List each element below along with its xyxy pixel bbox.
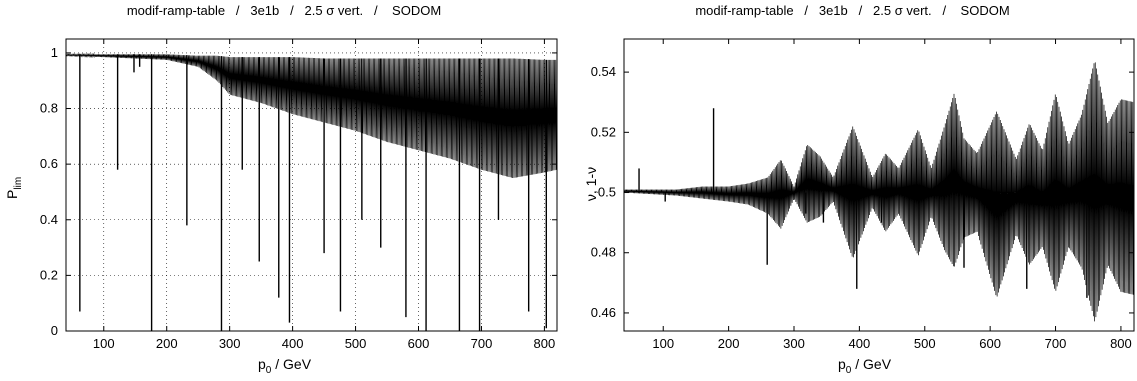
right-ytick-label-0: 0.46 — [591, 305, 616, 320]
left-xtick-label-3: 400 — [282, 336, 304, 351]
chart-panel-plim: modif-ramp-table / 3e1b / 2.5 σ vert. / … — [0, 0, 568, 381]
x-axis-label-left-main: p — [258, 356, 266, 372]
x-axis-label-right-sub: 0 — [845, 364, 852, 376]
x-axis-label-right-main: p — [838, 356, 846, 372]
left-xtick-label-1: 200 — [156, 336, 178, 351]
left-ytick-label-4: 0.8 — [40, 101, 58, 116]
y-axis-label-left: Plim — [4, 168, 24, 208]
right-ytick-label-3: 0.52 — [591, 124, 616, 139]
right-frame — [623, 38, 1135, 332]
chart-panel-tune: modif-ramp-table / 3e1b / 2.5 σ vert. / … — [568, 0, 1137, 381]
y-axis-label-left-main: P — [4, 189, 21, 199]
chart-title-right: modif-ramp-table / 3e1b / 2.5 σ vert. / … — [695, 3, 1010, 18]
plot-tune: 100 200 300 400 500 600 700 800 0.46 0.48 0.5 0.52 0… — [591, 38, 1135, 351]
right-xtick-label-6: 700 — [1045, 336, 1067, 351]
left-xtick-label-6: 700 — [471, 336, 493, 351]
plot-plim: 100 200 300 400 500 600 700 800 0 0.2 0.4 0.6 0.8 1 — [40, 38, 558, 351]
y-axis-label-right-main: ν, 1-ν — [583, 166, 599, 202]
x-axis-label-right: p0 / GeV — [838, 356, 891, 376]
right-xtick-label-1: 200 — [718, 336, 740, 351]
right-xtick-label-2: 300 — [783, 336, 805, 351]
right-xtick-label-5: 600 — [979, 336, 1001, 351]
x-axis-label-left: p0 / GeV — [258, 356, 311, 376]
right-ytick-label-4: 0.54 — [591, 64, 616, 79]
left-ytick-label-0: 0 — [51, 323, 58, 338]
left-xtick-label-2: 300 — [219, 336, 241, 351]
left-ytick-label-1: 0.2 — [40, 267, 58, 282]
left-ytick-label-5: 1 — [51, 45, 58, 60]
left-xtick-label-0: 100 — [93, 336, 115, 351]
x-axis-label-right-rest: / GeV — [851, 356, 892, 372]
right-xtick-label-0: 100 — [652, 336, 674, 351]
right-series-line — [623, 62, 1135, 322]
right-xtick-label-3: 400 — [849, 336, 871, 351]
left-frame — [65, 38, 558, 332]
x-axis-label-left-sub: 0 — [265, 364, 272, 376]
y-axis-label-right: ν, 1-ν — [583, 159, 599, 209]
right-ytick-label-2: 0.5 — [598, 185, 616, 200]
x-axis-label-left-rest: / GeV — [271, 356, 312, 372]
left-series-line — [65, 52, 558, 178]
right-ytick-label-1: 0.48 — [591, 245, 616, 260]
y-axis-label-left-sub: lim — [12, 176, 24, 190]
left-xtick-label-7: 800 — [534, 336, 556, 351]
chart-title-left: modif-ramp-table / 3e1b / 2.5 σ vert. / … — [126, 3, 442, 18]
left-xtick-label-4: 500 — [345, 336, 367, 351]
left-ytick-label-2: 0.4 — [40, 212, 58, 227]
right-xtick-label-4: 500 — [914, 336, 936, 351]
left-ytick-label-3: 0.6 — [40, 156, 58, 171]
left-xtick-label-5: 600 — [408, 336, 430, 351]
right-xtick-label-7: 800 — [1110, 336, 1132, 351]
